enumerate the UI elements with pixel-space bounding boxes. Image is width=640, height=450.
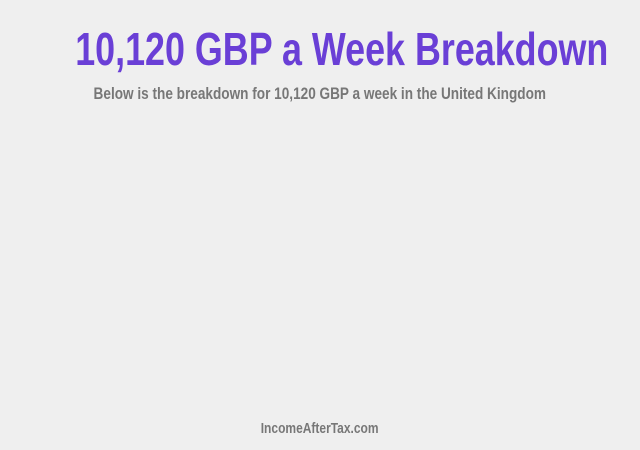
footer-site-link[interactable]: IncomeAfterTax.com xyxy=(261,420,379,437)
footer: IncomeAfterTax.com xyxy=(0,420,640,438)
page-title-text: 10,120 GBP a Week Breakdown xyxy=(75,23,609,75)
page-title: 10,120 GBP a Week Breakdown xyxy=(0,22,640,76)
page-subtitle-text: Below is the breakdown for 10,120 GBP a … xyxy=(93,84,547,103)
page-subtitle: Below is the breakdown for 10,120 GBP a … xyxy=(0,84,640,104)
